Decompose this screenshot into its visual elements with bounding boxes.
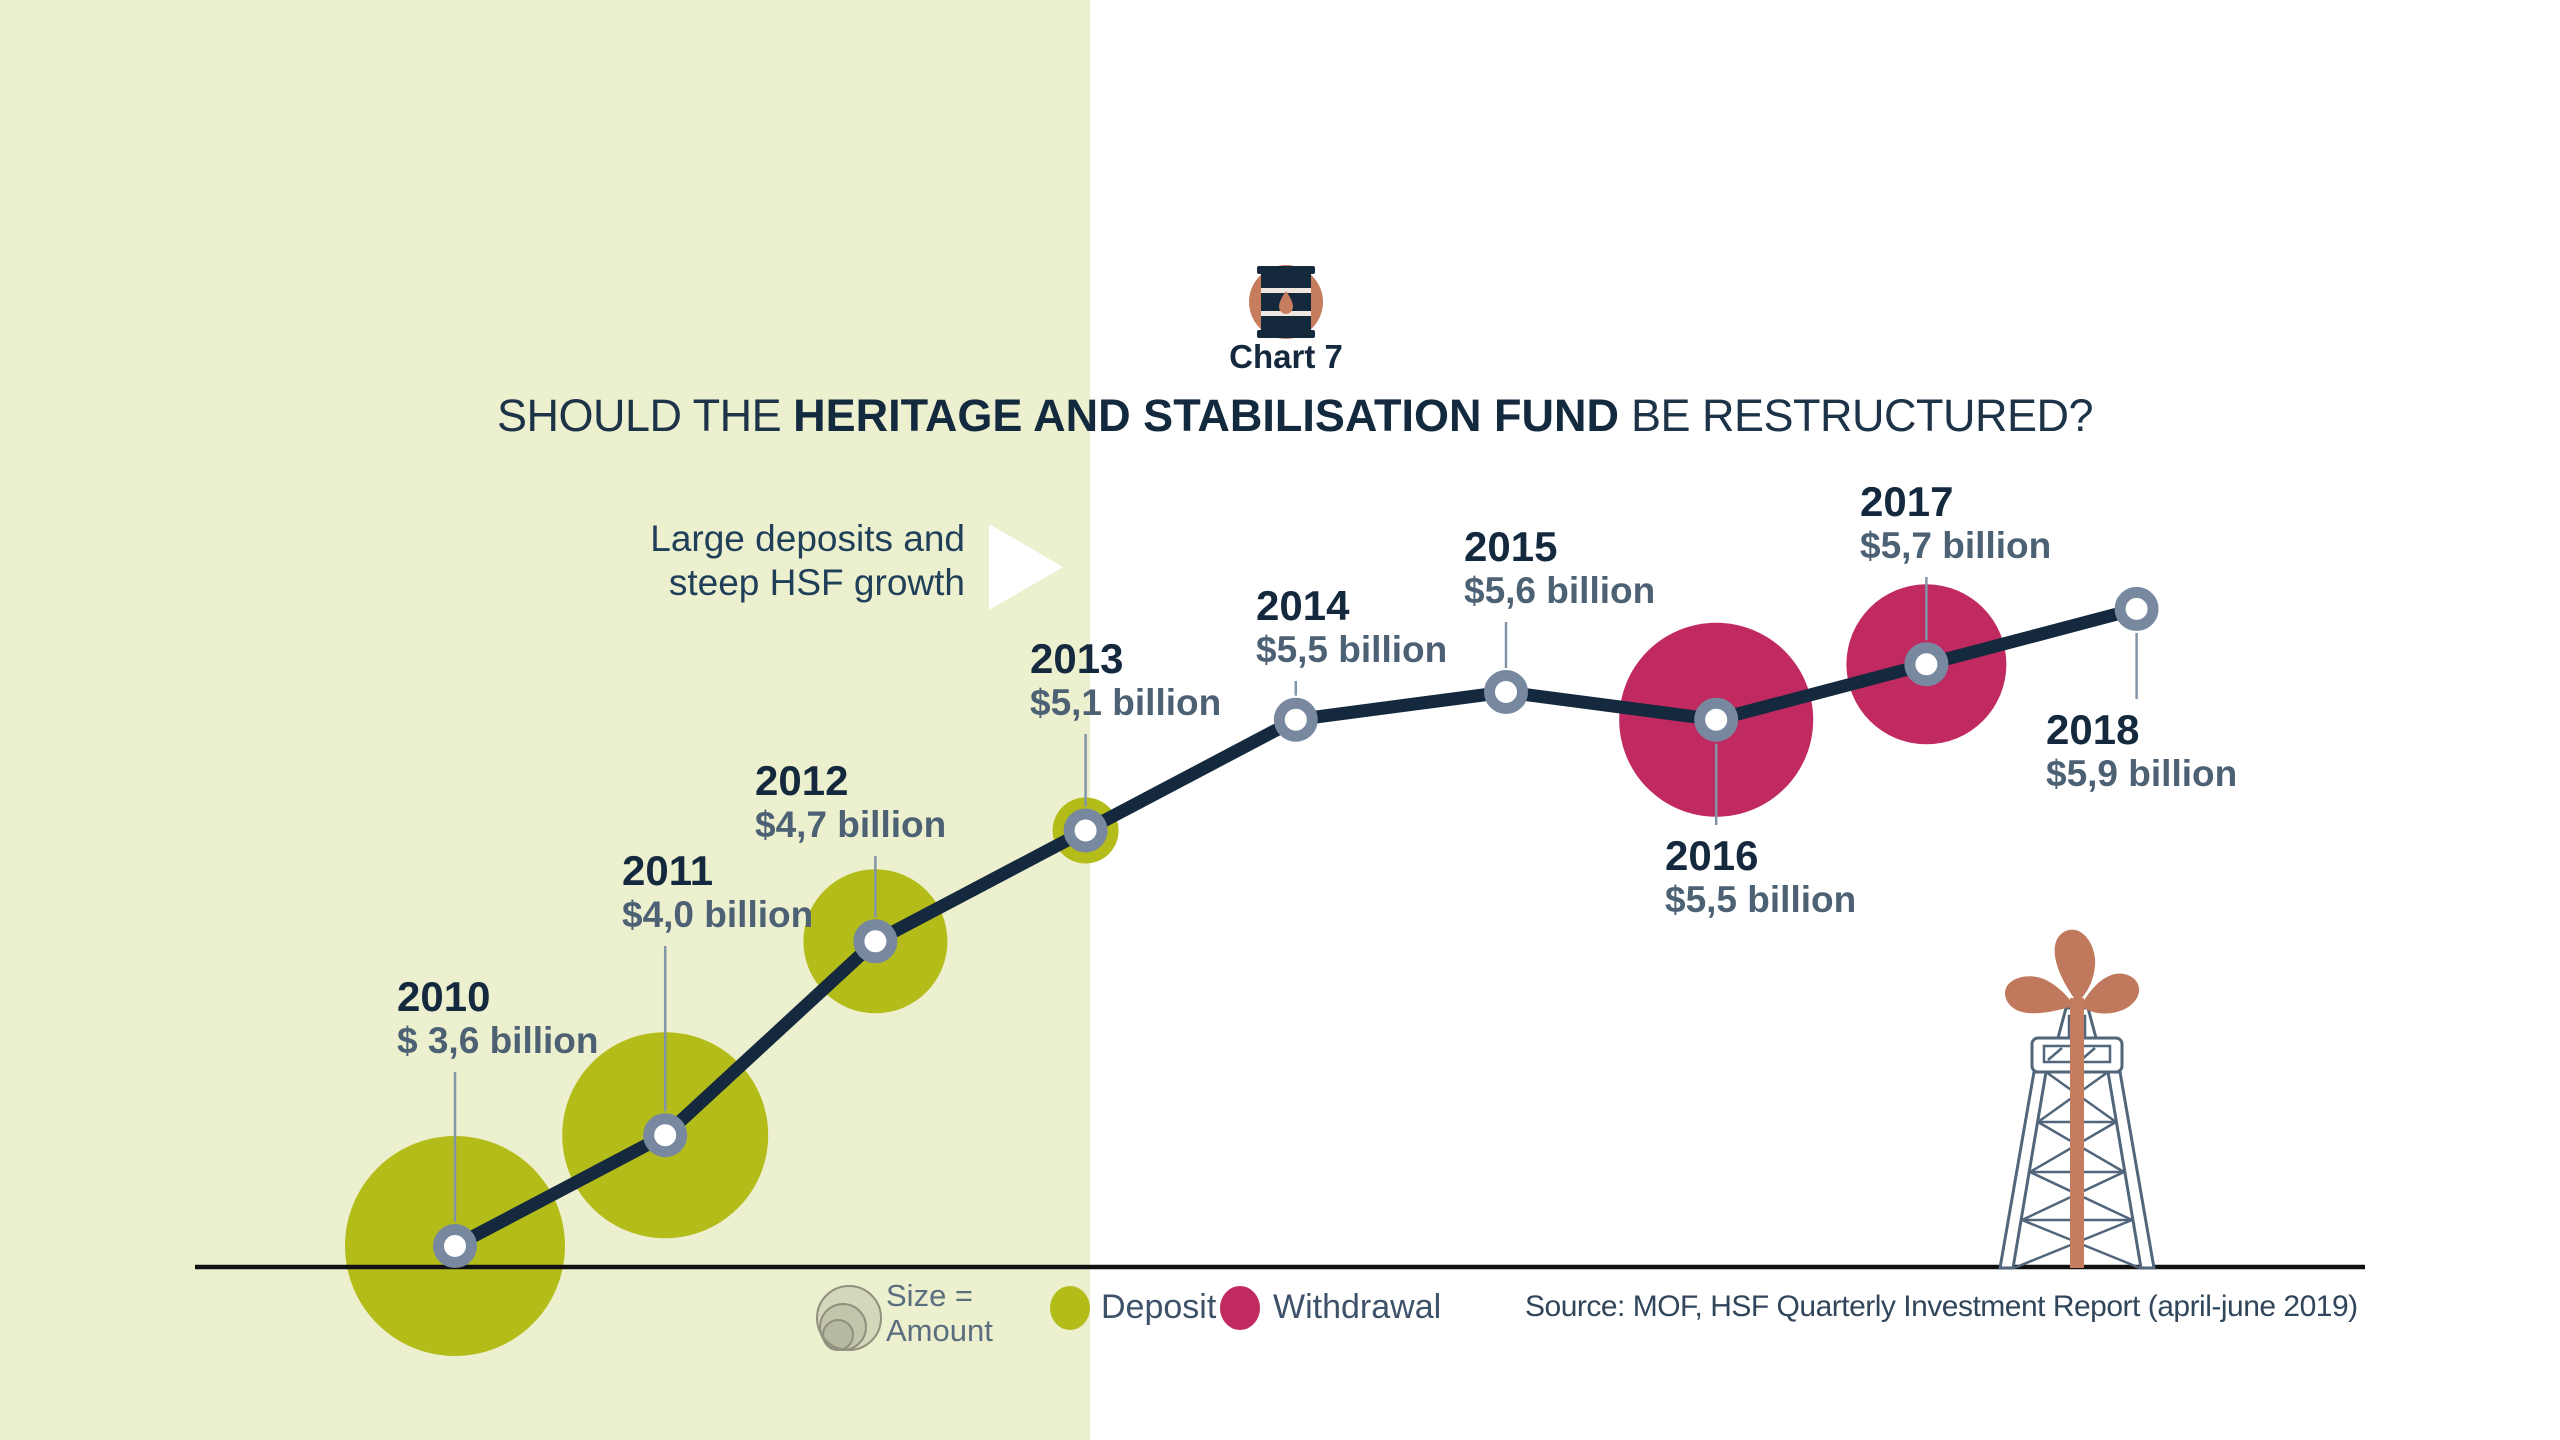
marker-2018 xyxy=(2114,586,2159,631)
source-credit: Source: MOF, HSF Quarterly Investment Re… xyxy=(1525,1290,2358,1323)
legend-deposit-dot xyxy=(1050,1286,1090,1330)
annotation-arrow-icon xyxy=(989,524,1063,610)
marker-2016 xyxy=(1694,697,1739,742)
annotation-line2: steep HSF growth xyxy=(668,562,965,603)
marker-2010 xyxy=(433,1224,477,1268)
title-light-lead: SHOULD THE xyxy=(496,390,794,441)
legend-deposit-label: Deposit xyxy=(1101,1288,1217,1326)
oil-derrick-illustration xyxy=(1998,929,2156,1270)
legend-size-line1: Size = xyxy=(886,1278,974,1313)
marker-2013 xyxy=(1063,808,1108,853)
oil-gusher-icon xyxy=(2004,929,2140,1014)
annotation-callout: Large deposits and steep HSF growth xyxy=(420,517,965,605)
annotation-line1: Large deposits and xyxy=(650,518,965,559)
title-emphasis: HERITAGE AND STABILISATION FUND xyxy=(793,390,1619,441)
marker-2012 xyxy=(853,919,898,964)
oil-barrel-icon xyxy=(1249,265,1323,339)
title-light-tail: BE RESTRUCTURED? xyxy=(1618,390,2094,441)
legend-withdrawal-dot xyxy=(1220,1286,1260,1330)
page-title: SHOULD THE HERITAGE AND STABILISATION FU… xyxy=(0,390,2560,442)
legend-withdrawal-label: Withdrawal xyxy=(1273,1288,1442,1326)
series-layer xyxy=(433,577,2159,1268)
legend-size-label: Size = Amount xyxy=(886,1278,993,1348)
bubble-layer xyxy=(345,584,2007,1356)
marker-2011 xyxy=(643,1113,688,1158)
marker-2017 xyxy=(1904,642,1949,687)
marker-2015 xyxy=(1484,670,1528,714)
legend-size-circles-icon xyxy=(816,1285,882,1351)
chart-number-label: Chart 7 xyxy=(1229,338,1343,375)
marker-2014 xyxy=(1273,697,1318,742)
legend-size-line2: Amount xyxy=(886,1313,993,1348)
